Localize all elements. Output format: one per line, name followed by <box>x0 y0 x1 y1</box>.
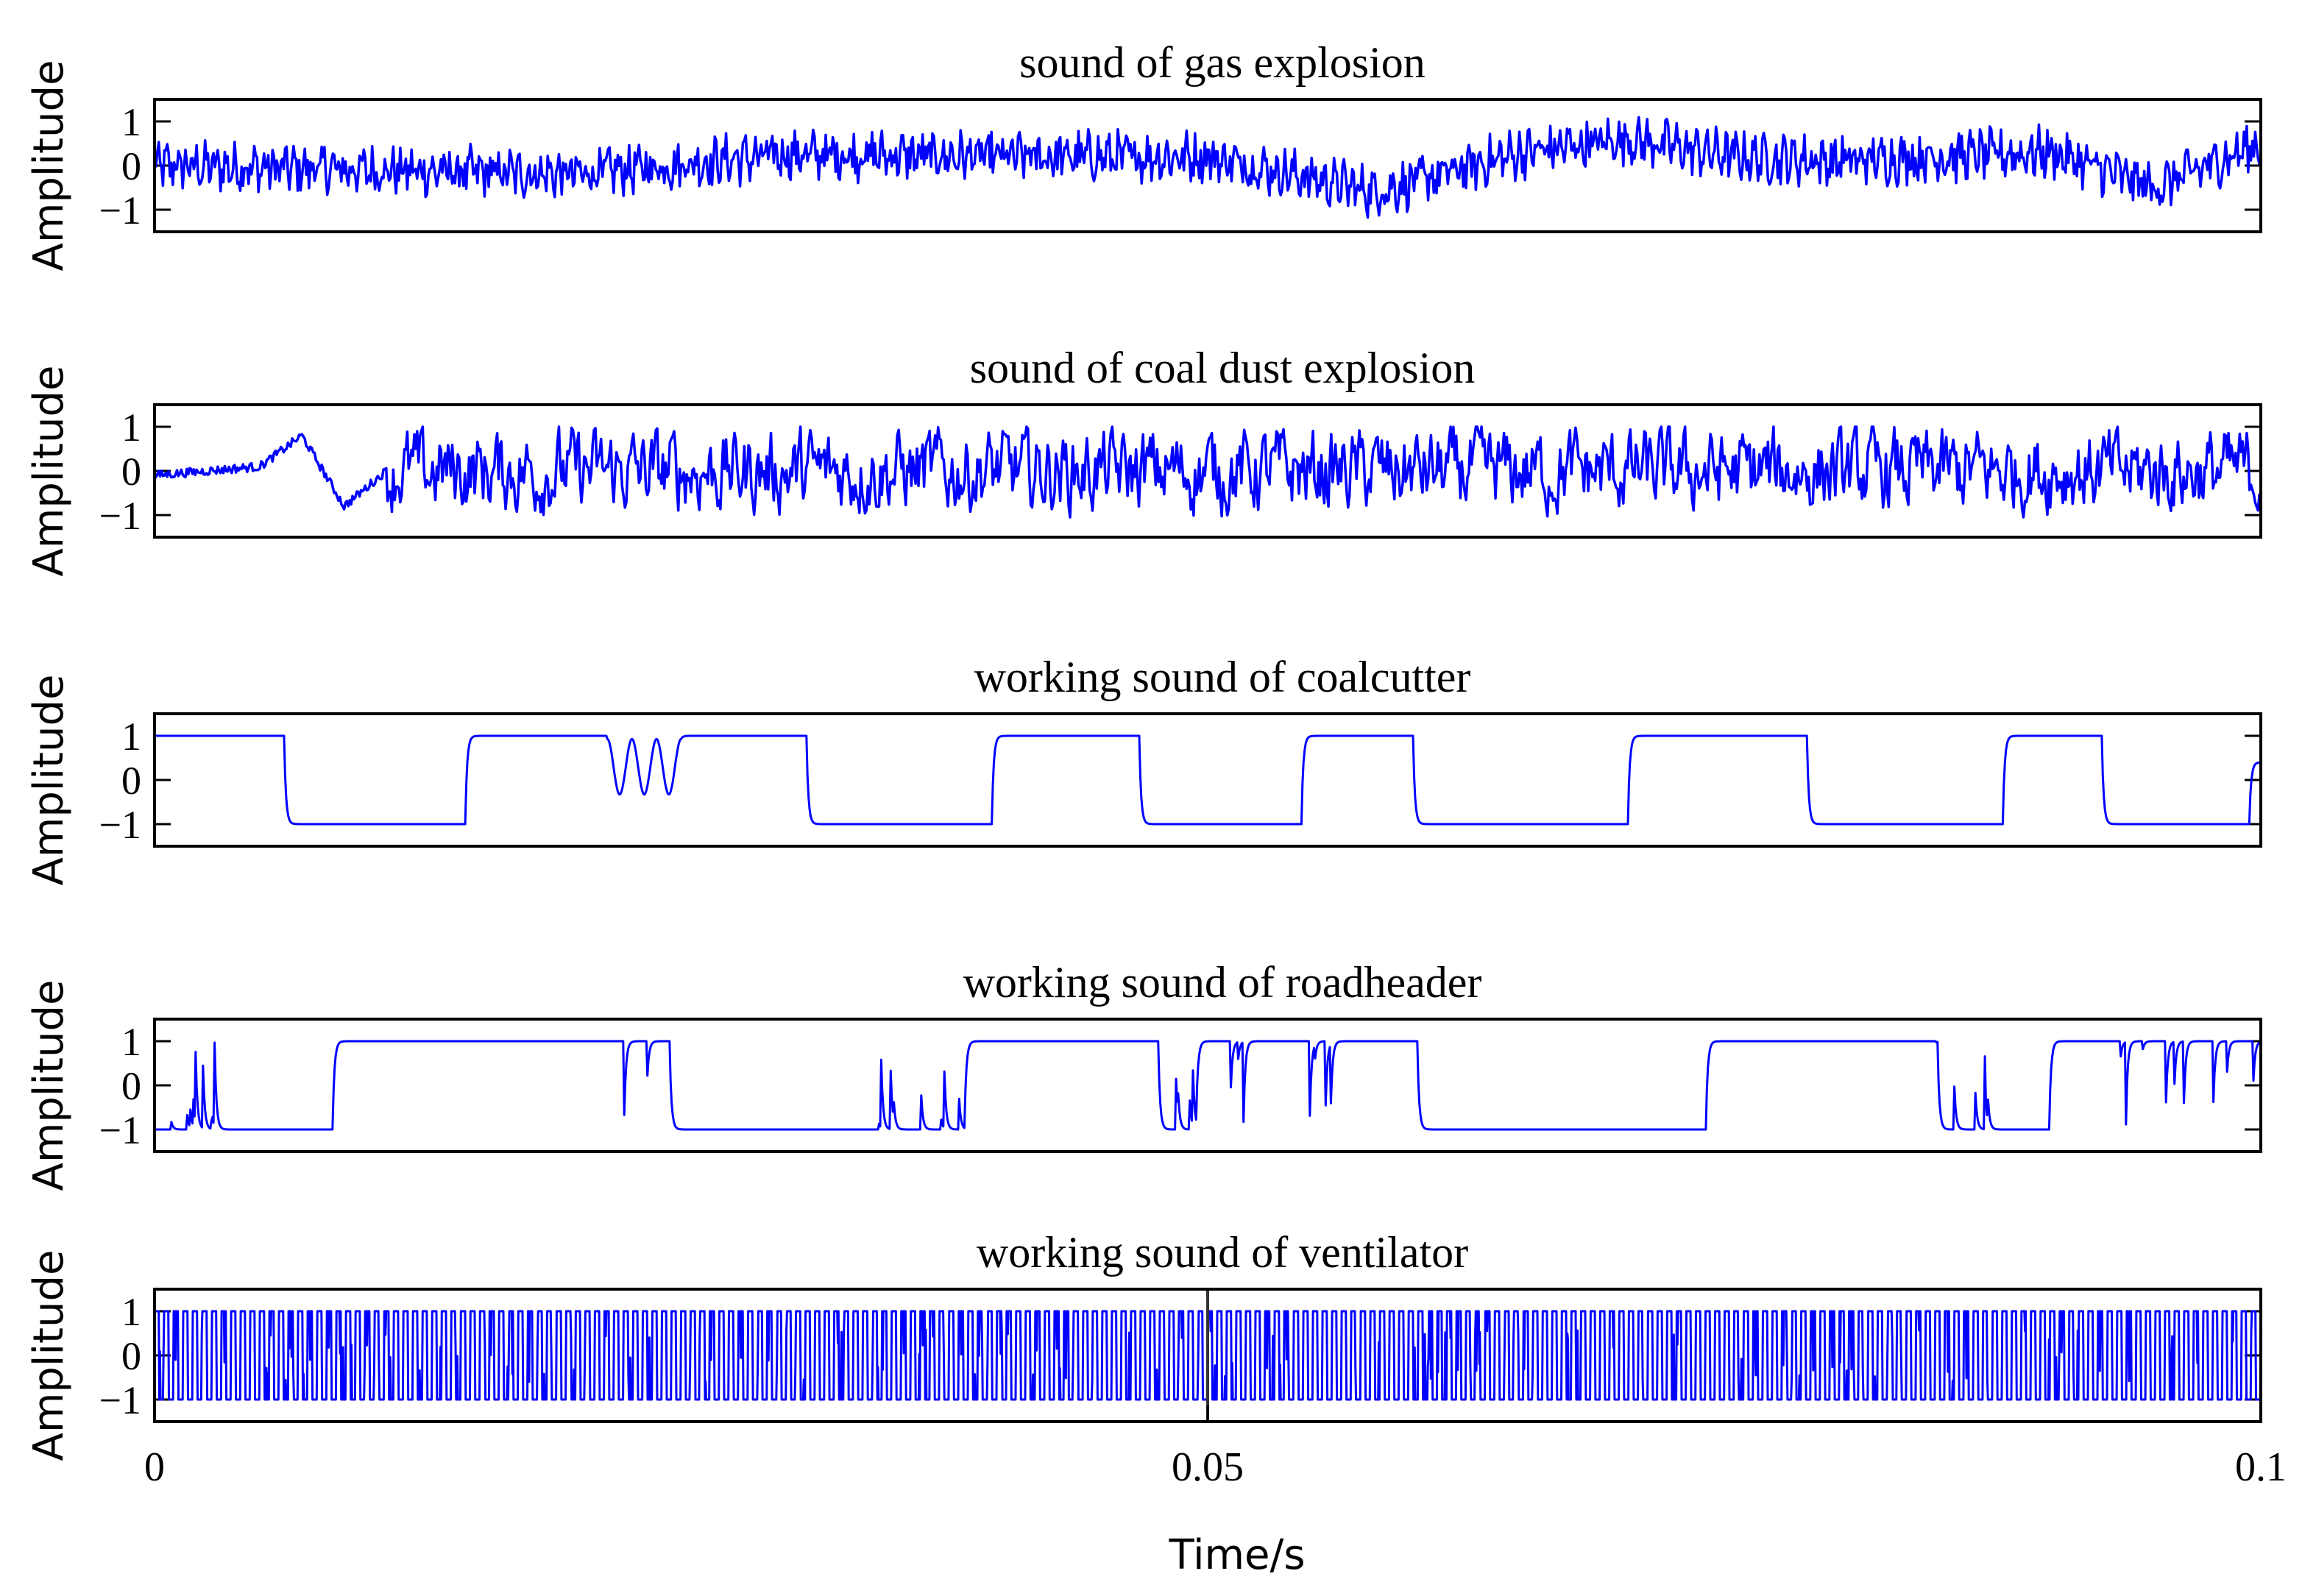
subplot-5-ytick-label: −1 <box>99 1378 141 1422</box>
x-axis-label: Time/s <box>1168 1531 1305 1579</box>
subplot-1-ylabel: Amplitude <box>25 60 73 272</box>
subplot-2-series-line <box>153 425 2262 519</box>
subplot-1-title: sound of gas explosion <box>1019 38 1426 87</box>
x-tick-label: 0.1 <box>2235 1444 2287 1490</box>
subplot-3-ytick-label: 0 <box>121 759 141 803</box>
subplot-1-ytick-label: 1 <box>121 100 141 144</box>
subplot-4-ytick-label: 1 <box>121 1020 141 1064</box>
subplot-2-axes-frame <box>153 403 2262 539</box>
subplot-4-axes-frame <box>153 1018 2262 1153</box>
subplot-3-title: working sound of coalcutter <box>974 653 1471 701</box>
subplot-2-ylabel: Amplitude <box>25 366 73 577</box>
subplot-3-axes-frame <box>153 712 2262 848</box>
subplot-3-ylabel: Amplitude <box>25 675 73 886</box>
subplot-3-series-line <box>154 734 2262 826</box>
subplot-2-title: sound of coal dust explosion <box>970 344 1476 392</box>
subplot-1-series-line <box>153 116 2262 219</box>
subplot-2-ytick-label: 1 <box>121 405 141 450</box>
subplot-3-ytick-label: 1 <box>121 714 141 759</box>
subplot-5-ylabel: Amplitude <box>25 1250 73 1461</box>
subplot-4-title: working sound of roadheader <box>963 958 1482 1007</box>
subplot-5-ytick-label: 0 <box>121 1334 141 1378</box>
subplot-1-ytick-label: 0 <box>121 144 141 188</box>
subplot-4-ytick-label: 0 <box>121 1064 141 1108</box>
subplot-1-ytick-label: −1 <box>99 188 141 233</box>
x-tick-label: 0 <box>144 1444 165 1490</box>
subplot-1-axes-frame <box>153 98 2262 233</box>
subplot-5-title: working sound of ventilator <box>977 1228 1468 1277</box>
subplot-3-ytick-label: −1 <box>99 803 141 847</box>
subplot-5-ytick-label: 1 <box>121 1290 141 1334</box>
subplot-2-ytick-label: −1 <box>99 494 141 538</box>
subplot-4-series-line <box>154 1040 2262 1131</box>
subplot-4-ylabel: Amplitude <box>25 980 73 1191</box>
subplot-4-ytick-label: −1 <box>99 1108 141 1152</box>
x-tick-label: 0.05 <box>1172 1444 1244 1490</box>
subplot-2-ytick-label: 0 <box>121 450 141 494</box>
